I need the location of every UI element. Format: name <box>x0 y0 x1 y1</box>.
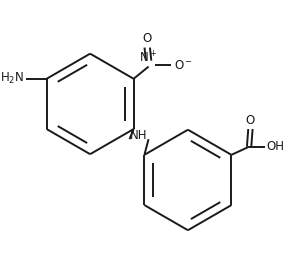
Text: N$^+$: N$^+$ <box>139 50 158 65</box>
Text: O: O <box>143 32 152 45</box>
Text: O$^-$: O$^-$ <box>174 59 193 72</box>
Text: H$_2$N: H$_2$N <box>0 71 24 86</box>
Text: OH: OH <box>267 140 283 153</box>
Text: O: O <box>246 114 255 127</box>
Text: NH: NH <box>130 129 148 142</box>
